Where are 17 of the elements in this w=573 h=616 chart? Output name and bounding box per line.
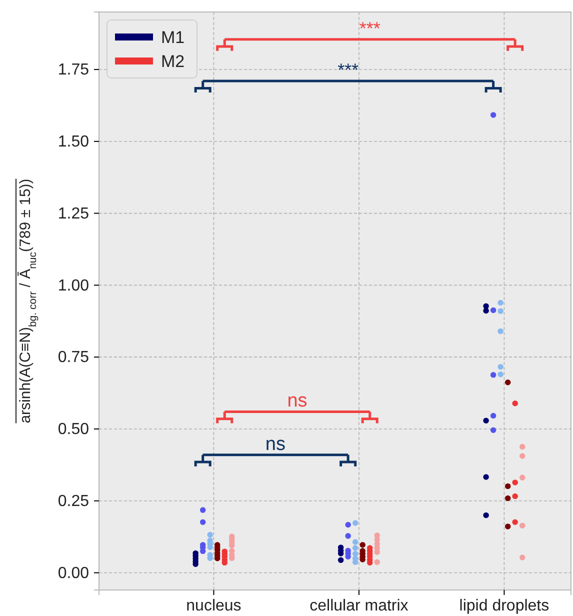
- legend-label: M2: [161, 52, 185, 71]
- x-tick-label: cellular matrix: [310, 597, 408, 614]
- x-tick-label: nucleus: [186, 597, 242, 614]
- annotation: ***: [338, 60, 359, 80]
- y-tick-label: 0.25: [58, 492, 90, 510]
- y-tick-label: 0.75: [58, 349, 90, 366]
- y-tick-label: 1.50: [58, 134, 90, 151]
- y-tick-label: 1.00: [58, 277, 90, 294]
- annotation: ns: [265, 434, 286, 455]
- annotation: ns: [287, 390, 308, 412]
- y-tick-label: 1.75: [58, 62, 90, 79]
- y-tick-label: 1.25: [58, 205, 90, 222]
- annotation: ***: [359, 18, 380, 38]
- y-tick-label: 0.00: [58, 564, 90, 582]
- x-tick-label: lipid droplets: [459, 597, 550, 614]
- y-tick-label: 0.50: [58, 421, 90, 438]
- legend-label: M1: [161, 28, 185, 47]
